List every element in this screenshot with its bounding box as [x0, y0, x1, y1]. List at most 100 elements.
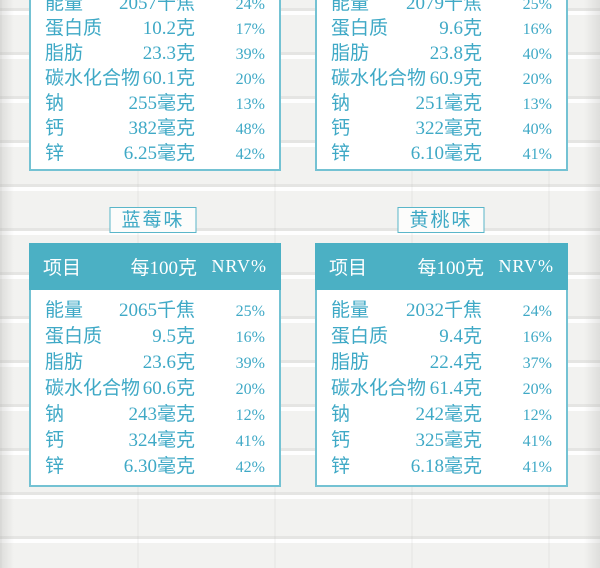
flavor-title-blueberry: 蓝莓味: [109, 207, 197, 233]
nutrient-amount: 9.6克: [439, 18, 482, 39]
nutrient-name: 脂肪: [331, 43, 370, 64]
nutrient-amount: 22.4克: [429, 352, 482, 373]
nutrient-nrv: 25%: [522, 0, 552, 13]
table-row: 钠 255毫克 13%: [45, 92, 265, 117]
nutrient-amount: 2079千焦: [405, 0, 482, 14]
table-row: 钠 242毫克 12%: [331, 402, 552, 428]
nutrient-nrv: 20%: [235, 71, 265, 88]
nutrient-nrv: 41%: [235, 433, 265, 450]
nutrient-name: 锌: [45, 143, 65, 164]
nutrient-nrv: 16%: [522, 329, 552, 346]
nutrition-table-peach: 项目 每100克 NRV% 能量 2032千焦 24% 蛋白质 9.4克 16%…: [315, 243, 568, 487]
nutrient-nrv: 24%: [235, 0, 265, 13]
nutrient-amount: 60.9克: [429, 68, 482, 89]
table-row: 碳水化合物 60.1克 20%: [45, 67, 265, 92]
table-body: 能量 2032千焦 24% 蛋白质 9.4克 16% 脂肪 22.4克 37% …: [317, 290, 566, 490]
table-row: 钙 324毫克 41%: [45, 428, 265, 454]
table-row: 脂肪 23.3克 39%: [45, 42, 265, 67]
header-nrv-label: NRV%: [498, 256, 554, 276]
nutrient-nrv: 42%: [235, 459, 265, 476]
nutrient-amount: 255毫克: [128, 93, 195, 114]
nutrient-nrv: 41%: [522, 146, 552, 163]
table-row: 钠 251毫克 13%: [331, 92, 552, 117]
table-row: 能量 2057千焦 24%: [45, 0, 265, 17]
nutrient-name: 脂肪: [45, 352, 84, 373]
nutrient-amount: 61.4克: [429, 378, 482, 399]
nutrient-amount: 242毫克: [415, 404, 482, 425]
nutrient-name: 脂肪: [331, 352, 370, 373]
nutrient-name: 钠: [45, 93, 65, 114]
nutrient-amount: 23.8克: [429, 43, 482, 64]
nutrient-name: 蛋白质: [331, 326, 389, 347]
nutrient-name: 锌: [45, 456, 65, 477]
nutrient-name: 蛋白质: [45, 18, 103, 39]
nutrient-name: 锌: [331, 143, 351, 164]
nutrient-amount: 6.10毫克: [410, 143, 482, 164]
nutrient-nrv: 25%: [235, 303, 265, 320]
nutrient-name: 钠: [331, 93, 351, 114]
table-body: 能量 2057千焦 24% 蛋白质 10.2克 17% 脂肪 23.3克 39%…: [31, 0, 279, 175]
table-row: 钙 325毫克 41%: [331, 428, 552, 454]
table-row: 锌 6.30毫克 42%: [45, 454, 265, 480]
nutrient-nrv: 20%: [522, 381, 552, 398]
nutrient-nrv: 20%: [522, 71, 552, 88]
nutrient-amount: 60.1克: [142, 68, 195, 89]
table-row: 脂肪 23.6克 39%: [45, 350, 265, 376]
table-header: 项目 每100克 NRV%: [315, 243, 568, 290]
nutrient-nrv: 17%: [235, 21, 265, 38]
nutrient-name: 碳水化合物: [331, 378, 427, 399]
nutrient-nrv: 41%: [522, 433, 552, 450]
nutrition-table-top-right: 能量 2079千焦 25% 蛋白质 9.6克 16% 脂肪 23.8克 40% …: [315, 0, 568, 171]
nutrient-name: 钙: [331, 430, 351, 451]
table-row: 蛋白质 9.5克 16%: [45, 324, 265, 350]
table-header: 项目 每100克 NRV%: [29, 243, 281, 290]
nutrient-amount: 2032千焦: [405, 300, 482, 321]
nutrition-table-blueberry: 项目 每100克 NRV% 能量 2065千焦 25% 蛋白质 9.5克 16%…: [29, 243, 281, 487]
nutrient-name: 碳水化合物: [45, 68, 141, 89]
nutrient-name: 锌: [331, 456, 351, 477]
header-item-label: 项目: [43, 258, 82, 279]
nutrient-amount: 382毫克: [128, 118, 195, 139]
table-row: 蛋白质 10.2克 17%: [45, 17, 265, 42]
nutrient-name: 钠: [331, 404, 351, 425]
nutrient-amount: 251毫克: [415, 93, 482, 114]
nutrient-amount: 10.2克: [142, 18, 195, 39]
table-row: 脂肪 22.4克 37%: [331, 350, 552, 376]
nutrient-nrv: 37%: [522, 355, 552, 372]
header-item-label: 项目: [329, 258, 368, 279]
table-row: 能量 2065千焦 25%: [45, 298, 265, 324]
nutrient-name: 钙: [45, 430, 65, 451]
header-per100-label: 每100克: [417, 258, 484, 279]
nutrient-nrv: 41%: [522, 459, 552, 476]
table-row: 钙 322毫克 40%: [331, 117, 552, 142]
nutrient-nrv: 13%: [235, 96, 265, 113]
nutrient-nrv: 24%: [522, 303, 552, 320]
table-row: 钠 243毫克 12%: [45, 402, 265, 428]
nutrient-name: 能量: [331, 300, 370, 321]
nutrient-name: 钙: [331, 118, 351, 139]
nutrient-nrv: 16%: [522, 21, 552, 38]
nutrient-amount: 243毫克: [128, 404, 195, 425]
table-row: 能量 2079千焦 25%: [331, 0, 552, 17]
nutrient-amount: 6.18毫克: [410, 456, 482, 477]
flavor-title-peach: 黄桃味: [397, 207, 485, 233]
table-row: 碳水化合物 61.4克 20%: [331, 376, 552, 402]
nutrient-nrv: 20%: [235, 381, 265, 398]
table-row: 钙 382毫克 48%: [45, 117, 265, 142]
nutrient-name: 能量: [331, 0, 370, 14]
nutrient-amount: 324毫克: [128, 430, 195, 451]
nutrient-name: 能量: [45, 0, 84, 14]
nutrient-amount: 6.30毫克: [123, 456, 195, 477]
nutrient-amount: 60.6克: [142, 378, 195, 399]
table-row: 蛋白质 9.4克 16%: [331, 324, 552, 350]
nutrient-amount: 23.6克: [142, 352, 195, 373]
table-row: 蛋白质 9.6克 16%: [331, 17, 552, 42]
header-nrv-label: NRV%: [211, 256, 267, 276]
nutrient-nrv: 40%: [522, 121, 552, 138]
nutrient-amount: 9.5克: [152, 326, 195, 347]
nutrient-nrv: 12%: [235, 407, 265, 424]
table-body: 能量 2065千焦 25% 蛋白质 9.5克 16% 脂肪 23.6克 39% …: [31, 290, 279, 490]
nutrient-amount: 23.3克: [142, 43, 195, 64]
table-row: 脂肪 23.8克 40%: [331, 42, 552, 67]
